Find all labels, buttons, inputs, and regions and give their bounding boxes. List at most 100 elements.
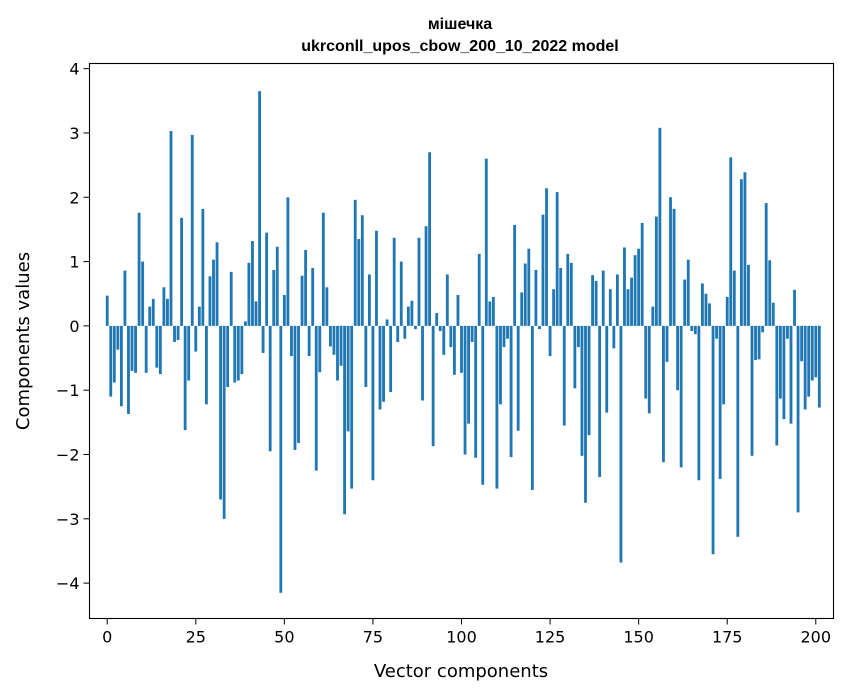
bar-187 <box>768 260 772 326</box>
bar-104 <box>474 325 478 458</box>
bar-64 <box>332 325 336 355</box>
bar-3 <box>116 325 120 350</box>
bar-2 <box>112 325 116 383</box>
y-tick-label: 1 <box>69 253 79 272</box>
bar-172 <box>715 325 718 339</box>
bar-76 <box>375 230 378 326</box>
bar-166 <box>693 325 697 335</box>
bar-119 <box>527 248 531 326</box>
bar-77 <box>378 325 382 410</box>
bar-51 <box>286 197 290 326</box>
bar-43 <box>258 91 261 326</box>
y-tick-label: −4 <box>56 574 80 593</box>
bar-52 <box>290 325 293 357</box>
bar-84 <box>403 325 407 339</box>
bar-32 <box>219 325 222 500</box>
bar-23 <box>187 325 191 381</box>
bar-56 <box>304 250 308 326</box>
bar-191 <box>782 325 786 420</box>
bar-193 <box>789 325 793 424</box>
bar-94 <box>438 325 442 332</box>
x-tick-label: 125 <box>535 628 566 647</box>
plot-frame <box>88 62 835 620</box>
bar-157 <box>662 325 665 463</box>
bar-105 <box>477 253 481 326</box>
bar-142 <box>608 289 612 326</box>
bar-173 <box>718 325 722 479</box>
bar-159 <box>669 197 672 326</box>
bar-154 <box>651 306 655 326</box>
bar-121 <box>534 269 538 326</box>
bar-112 <box>502 325 506 348</box>
bar-72 <box>360 215 364 326</box>
bar-38 <box>240 325 244 375</box>
bar-16 <box>162 287 166 326</box>
bar-61 <box>321 212 325 326</box>
bar-201 <box>817 325 821 408</box>
bar-18 <box>169 131 173 326</box>
bar-153 <box>647 325 651 414</box>
bar-12 <box>148 306 152 326</box>
bar-8 <box>134 325 137 373</box>
bar-158 <box>665 325 669 362</box>
bar-55 <box>300 275 304 326</box>
bar-97 <box>449 325 453 348</box>
bar-93 <box>435 313 439 326</box>
bar-145 <box>619 325 623 563</box>
bar-108 <box>488 301 492 326</box>
bar-189 <box>775 325 779 446</box>
bar-71 <box>357 239 361 326</box>
y-tick-label: 4 <box>69 60 79 79</box>
x-tick-label: 50 <box>274 628 294 647</box>
bar-44 <box>261 325 265 353</box>
bar-177 <box>732 270 736 326</box>
bar-60 <box>318 325 322 373</box>
bar-25 <box>194 325 198 352</box>
bar-26 <box>197 306 201 326</box>
bar-29 <box>208 276 212 326</box>
bar-67 <box>343 325 346 515</box>
bar-195 <box>796 325 800 513</box>
bar-6 <box>127 325 130 414</box>
bar-99 <box>456 295 460 326</box>
bar-28 <box>205 325 208 405</box>
bar-126 <box>552 289 556 326</box>
bar-174 <box>722 325 726 405</box>
bar-86 <box>410 300 414 326</box>
bar-200 <box>814 325 818 378</box>
bar-184 <box>757 325 761 360</box>
bar-152 <box>644 325 648 399</box>
bar-168 <box>701 283 704 326</box>
bar-66 <box>339 325 343 366</box>
bar-34 <box>226 325 230 387</box>
bar-1 <box>109 325 113 397</box>
x-tick-label: 150 <box>623 628 654 647</box>
bar-161 <box>676 325 680 391</box>
bar-62 <box>325 287 329 326</box>
bar-74 <box>367 274 371 326</box>
bar-131 <box>569 262 573 326</box>
bar-186 <box>764 203 768 326</box>
y-tick-label: −1 <box>56 381 80 400</box>
bar-22 <box>183 325 187 431</box>
bar-41 <box>251 241 254 326</box>
x-tick-label: 75 <box>363 628 383 647</box>
bar-100 <box>460 325 463 373</box>
bar-176 <box>729 157 733 326</box>
bar-73 <box>364 325 368 387</box>
bar-37 <box>236 325 240 381</box>
bar-148 <box>630 277 633 326</box>
bar-169 <box>704 293 708 326</box>
bar-179 <box>739 179 743 326</box>
x-tick-label: 25 <box>186 628 206 647</box>
bar-39 <box>243 321 247 326</box>
bar-24 <box>190 134 194 326</box>
x-tick-label: 0 <box>102 628 112 647</box>
bar-92 <box>431 325 435 447</box>
bar-69 <box>350 325 354 489</box>
x-tick-label: 175 <box>712 628 743 647</box>
bar-106 <box>481 325 485 485</box>
bar-7 <box>130 325 134 371</box>
bar-183 <box>754 325 757 360</box>
bar-45 <box>265 232 269 326</box>
